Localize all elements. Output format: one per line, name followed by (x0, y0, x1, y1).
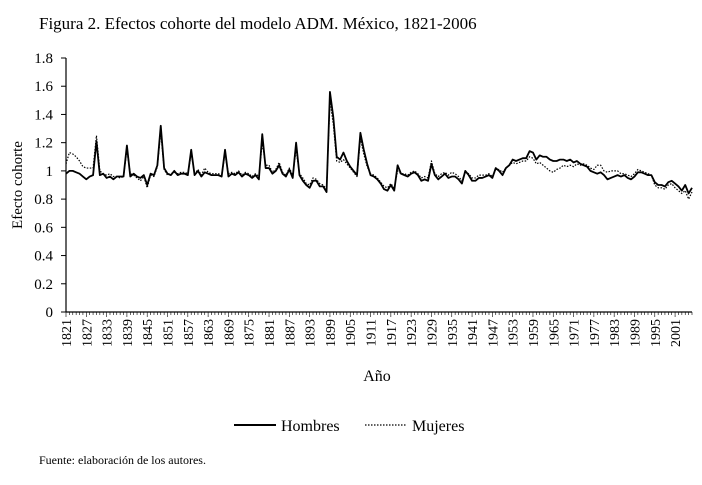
x-tick-label: 1911 (365, 319, 380, 346)
x-tick-label: 1893 (304, 319, 319, 347)
legend-label-mujeres: Mujeres (412, 418, 464, 435)
y-tick-label: 0.2 (34, 277, 53, 293)
x-tick-label: 1995 (649, 319, 664, 347)
x-tick-label: 1971 (568, 319, 583, 347)
y-tick-label: 1.4 (34, 107, 53, 123)
x-tick-label: 2001 (669, 319, 684, 347)
x-tick-label: 1935 (446, 319, 461, 347)
x-axis-ticks: 1821 1827 1833 1839 1845 1851 1857 1863 1869 1875… (60, 312, 693, 347)
y-axis-label: Efecto cohorte (10, 141, 26, 229)
x-tick-label: 1977 (588, 319, 603, 347)
y-tick-label: 1.2 (34, 136, 53, 152)
x-tick-label: 1881 (263, 319, 278, 347)
legend-label-hombres: Hombres (281, 418, 340, 435)
x-tick-label: 1929 (425, 319, 440, 347)
x-axis-label: Año (363, 368, 391, 385)
x-tick-label: 1905 (344, 319, 359, 347)
source-note: Fuente: elaboración de los autores. (39, 453, 206, 467)
x-tick-label: 1869 (222, 319, 237, 347)
series-line-hombres (65, 90, 693, 195)
x-tick-label: 1821 (60, 319, 75, 347)
x-tick-label: 1923 (405, 319, 420, 347)
y-tick-label: 0.6 (34, 220, 53, 236)
y-tick-label: 0 (46, 305, 54, 321)
x-tick-label: 1857 (182, 319, 197, 347)
axes (65, 58, 692, 313)
x-tick-label: 1863 (202, 319, 217, 347)
x-tick-label: 1947 (486, 319, 501, 347)
x-tick-label: 1983 (608, 319, 623, 347)
x-tick-label: 1965 (547, 319, 562, 347)
y-tick-label: 0.4 (34, 249, 53, 265)
x-tick-label: 1917 (385, 319, 400, 347)
x-tick-label: 1953 (507, 319, 522, 347)
series-line-mujeres (65, 99, 693, 200)
x-tick-label: 1827 (80, 319, 95, 347)
y-tick-label: 0.8 (34, 192, 53, 208)
x-tick-label: 1887 (283, 319, 298, 347)
x-tick-label: 1875 (243, 319, 258, 347)
y-tick-label: 1.8 (34, 51, 53, 67)
x-tick-label: 1851 (162, 319, 177, 347)
x-tick-label: 1839 (121, 319, 136, 347)
x-tick-label: 1959 (527, 319, 542, 347)
x-tick-label: 1845 (141, 319, 156, 347)
x-tick-label: 1833 (101, 319, 116, 347)
figure-title: Figura 2. Efectos cohorte del modelo ADM… (39, 14, 477, 33)
y-tick-label: 1 (46, 164, 54, 180)
x-tick-label: 1899 (324, 319, 339, 347)
series-lines (65, 90, 693, 200)
y-axis-ticks: 0 0.2 0.4 0.6 0.8 1 1.2 1.4 1.6 1.8 (34, 51, 66, 321)
x-tick-label: 1941 (466, 319, 481, 347)
y-tick-label: 1.6 (34, 79, 53, 95)
legend: Hombres Mujeres (234, 418, 464, 435)
x-tick-label: 1989 (628, 319, 643, 347)
